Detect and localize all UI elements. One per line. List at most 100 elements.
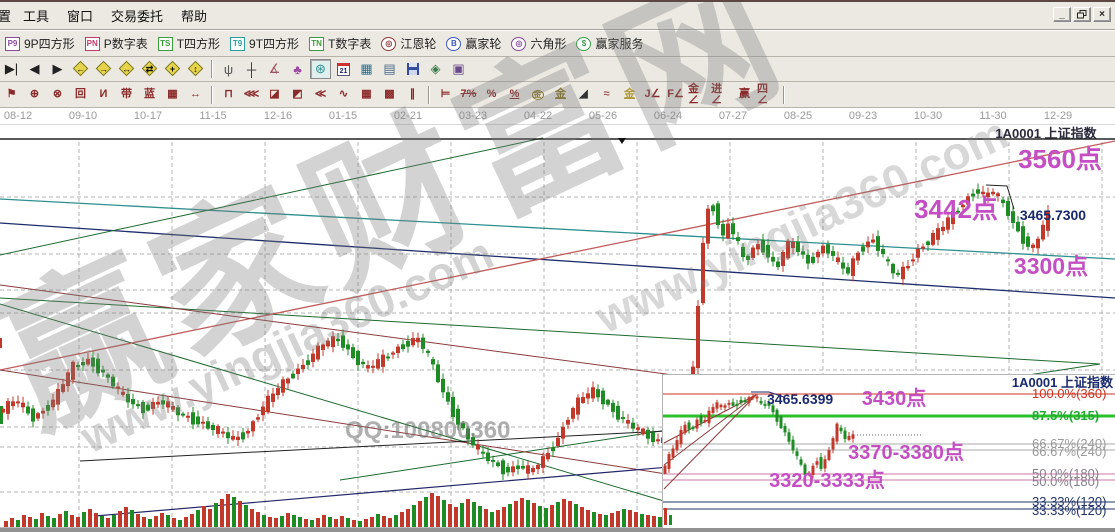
gold-circle-icon[interactable]: 金 <box>527 85 548 105</box>
diamond-expand-icon[interactable]: ↔ <box>116 59 137 79</box>
data-transfer-icon[interactable]: ▣ <box>452 61 465 76</box>
wave-check-icon[interactable]: ∿ <box>333 85 354 105</box>
page-first-icon[interactable]: ▶| <box>4 61 19 76</box>
candle-body <box>311 353 315 363</box>
drag-hand-icon[interactable]: ψ <box>223 61 234 77</box>
percent-line-icon[interactable]: % <box>504 85 525 105</box>
gold-lines-icon[interactable]: 金 <box>550 85 571 105</box>
calendar-icon[interactable]: 21 <box>333 59 354 79</box>
pin-tool-icon[interactable]: ⚑ <box>1 85 22 105</box>
volume-bar <box>424 497 428 527</box>
candle-body <box>921 246 925 249</box>
gann-wheel-button[interactable]: ◎ 江恩轮 <box>381 35 436 52</box>
menu-item-2[interactable]: 窗口 <box>67 9 94 24</box>
diamond-vertical-icon[interactable]: ↕ <box>185 59 206 79</box>
winner-wheel-button[interactable]: B 赢家轮 <box>446 35 501 52</box>
hexagon-button[interactable]: ◎ 六角形 <box>511 35 566 52</box>
candle-body <box>96 358 100 374</box>
wave-box-icon[interactable]: ≈ <box>596 85 617 105</box>
p-number-table-button[interactable]: PN P数字表 <box>84 35 148 52</box>
menu-item-3[interactable]: 交易委托 <box>111 9 164 24</box>
grid-dense-icon[interactable]: ▩ <box>379 85 400 105</box>
volume-bar <box>118 511 122 527</box>
diamond-compress-icon[interactable]: ⇄ <box>139 59 160 79</box>
menu-item-4[interactable]: 帮助 <box>181 9 208 24</box>
chart-tools-icon[interactable]: ◈ <box>430 61 441 76</box>
candle-body <box>361 361 365 365</box>
calculator-icon[interactable]: ▦ <box>360 61 373 76</box>
candle-body <box>306 360 310 365</box>
diamond-shift-right-icon[interactable]: → <box>93 59 114 79</box>
volume-bar <box>616 511 620 527</box>
volume-bar <box>520 498 524 527</box>
candle-body <box>771 405 775 413</box>
winner-service-button[interactable]: $ 赢家服务 <box>576 35 643 52</box>
volume-bar <box>268 517 272 527</box>
inset-chart: 100.0%(360) 87.5%(315) 66.67%(240) 66.67%(2… <box>662 374 1115 532</box>
gann-grid-cn-icon[interactable]: 带 <box>116 85 137 105</box>
pin-tool-icon: ⚑ <box>6 88 17 100</box>
candle-body <box>743 399 747 402</box>
spiral-square-icon[interactable]: 回 <box>70 85 91 105</box>
crosshair-icon[interactable]: ┼ <box>246 61 257 77</box>
grid-small-icon[interactable]: ▦ <box>356 85 377 105</box>
candle-body <box>976 189 980 194</box>
fan-shade-icon[interactable]: ◩ <box>287 85 308 105</box>
gann-wheel-tool-icon[interactable]: ⊗ <box>47 85 68 105</box>
angle-four-icon[interactable]: 四∠ <box>757 83 778 105</box>
p9-square-button[interactable]: P9 9P四方形 <box>5 35 75 52</box>
candle-body <box>946 217 950 230</box>
candle-body <box>381 354 385 367</box>
notes-icon[interactable]: ▤ <box>383 61 396 76</box>
candle-body <box>986 192 990 198</box>
angle-marks-icon[interactable]: И <box>93 85 114 105</box>
volume-bar <box>442 500 446 527</box>
gann-circle-icon[interactable]: ⊕ <box>24 85 45 105</box>
web-tool-icon[interactable]: ⊛ <box>310 59 331 79</box>
diamond-center-icon[interactable]: + <box>162 59 183 79</box>
restore-button[interactable] <box>1073 7 1091 22</box>
page-next-icon[interactable]: ▶ <box>52 61 63 76</box>
percent-strike-icon[interactable]: 7% <box>458 85 479 105</box>
save-icon[interactable] <box>402 59 423 79</box>
menu-item-0[interactable]: 置 <box>0 6 14 25</box>
page-prev-icon[interactable]: ◀ <box>29 61 40 76</box>
price-scale-icon[interactable]: ⊨ <box>435 85 456 105</box>
menu-item-1[interactable]: 工具 <box>23 9 50 24</box>
candle-body <box>1001 199 1005 203</box>
close-button[interactable]: × <box>1093 7 1111 22</box>
t-square-button[interactable]: TS T四方形 <box>157 35 220 52</box>
candle-body <box>775 409 779 422</box>
gann-box-cn-icon[interactable]: 蓝 <box>139 85 160 105</box>
volume-bar <box>346 518 350 527</box>
parallel-lines-icon[interactable]: ∥ <box>402 85 423 105</box>
t9-square-button[interactable]: T9 9T四方形 <box>230 35 299 52</box>
corner-box-icon[interactable]: ⊓ <box>218 85 239 105</box>
percent-icon[interactable]: % <box>481 85 502 105</box>
angle-measure-icon[interactable]: ∡ <box>268 61 281 76</box>
angle-f-icon[interactable]: F∠ <box>665 85 686 105</box>
volume-bar <box>556 502 560 527</box>
win-box-icon[interactable]: 赢 <box>734 85 755 105</box>
ruler-grid-icon[interactable]: ▦ <box>162 85 183 105</box>
brush-icon[interactable]: ◢ <box>573 85 594 105</box>
volume-bar <box>52 518 56 527</box>
clover-tool-icon[interactable]: ♣ <box>293 61 302 77</box>
gold-underline-icon[interactable]: 金 <box>619 85 640 105</box>
angle-fan-icon[interactable]: ≪ <box>310 85 331 105</box>
minimize-button[interactable]: _ <box>1053 7 1071 22</box>
width-measure-icon[interactable]: ↔ <box>185 85 206 105</box>
gann-fan-icon[interactable]: ⋘ <box>241 85 262 105</box>
date-tick: 10-30 <box>913 110 943 122</box>
fan-box-icon[interactable]: ◪ <box>264 85 285 105</box>
angle-j-icon[interactable]: J∠ <box>642 85 663 105</box>
candle-body <box>246 430 250 434</box>
volume-bar <box>634 512 638 527</box>
candle-body <box>751 396 755 399</box>
angle-gold-icon[interactable]: 金∠ <box>688 83 709 105</box>
diamond-arrow: + <box>169 64 176 74</box>
diamond-shift-left-icon[interactable]: ← <box>70 59 91 79</box>
angle-step-icon[interactable]: 进∠ <box>711 83 732 105</box>
t-number-table-button[interactable]: TN T数字表 <box>309 35 371 52</box>
